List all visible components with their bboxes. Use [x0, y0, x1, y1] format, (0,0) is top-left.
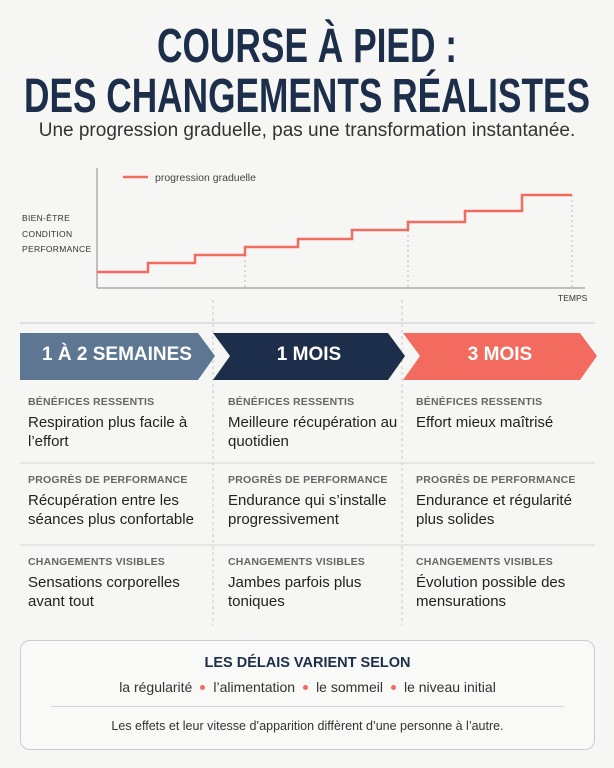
section-text: Évolution possible des mensurations [416, 574, 566, 610]
factor: le sommeil [316, 679, 383, 695]
factor: l’alimentation [213, 679, 296, 695]
column-title: 3 MOIS [467, 344, 533, 365]
section-label: PROGRÈS DE PERFORMANCE [28, 474, 188, 486]
section: BÉNÉFICES RESSENTIS Effort mieux maîtrisé [416, 396, 596, 432]
section-text: Endurance qui s’installe progressivement [228, 492, 387, 528]
guides [244, 195, 573, 288]
x-label: TEMPS [558, 293, 588, 303]
column-title: 1 À 2 SEMAINES [42, 344, 192, 365]
section-text: Jambes parfois plus toniques [228, 574, 362, 610]
y-label: CONDITION [22, 229, 73, 239]
title-line: DES CHANGEMENTS RÉALISTES [24, 69, 590, 123]
section-text: Récupération entre les séances plus conf… [28, 492, 194, 528]
title-line: COURSE À PIED : [157, 19, 457, 73]
section: BÉNÉFICES RESSENTIS Respiration plus faci… [28, 396, 208, 451]
separator-dot [200, 685, 206, 690]
subtitle: Une progression graduelle, pas une trans… [38, 120, 576, 141]
section-label: CHANGEMENTS VISIBLES [228, 556, 366, 568]
footer-box: LES DÉLAIS VARIENT SELON la régularité l’… [20, 640, 595, 750]
section: PROGRÈS DE PERFORMANCE Récupération entre… [28, 474, 208, 529]
footer-divider [51, 706, 564, 707]
section-text: Meilleure récupération au quotidien [228, 414, 398, 450]
factors: la régularité l’alimentation le sommeil le … [21, 679, 594, 695]
section-label: BÉNÉFICES RESSENTIS [228, 396, 355, 408]
column: BÉNÉFICES RESSENTIS Respiration plus faci… [28, 0, 208, 640]
section: CHANGEMENTS VISIBLES Sensations corporell… [28, 556, 208, 611]
column-title: 1 MOIS [276, 344, 342, 365]
footer-title: LES DÉLAIS VARIENT SELON [204, 655, 411, 671]
section-text: Effort mieux maîtrisé [416, 414, 554, 431]
section-text: Sensations corporelles avant tout [28, 574, 180, 610]
y-label: PERFORMANCE [22, 244, 92, 254]
graphic: COURSE À PIED : DES CHANGEMENTS RÉALISTE… [20, 19, 597, 625]
section: BÉNÉFICES RESSENTIS Meilleure récupératio… [228, 396, 408, 451]
section: CHANGEMENTS VISIBLES Jambes parfois plus … [228, 556, 408, 611]
chart: progression graduelle TEMPS [96, 168, 588, 303]
section-label: BÉNÉFICES RESSENTIS [28, 396, 155, 408]
separator-dot [303, 685, 309, 690]
factor: la régularité [119, 679, 193, 695]
footer-note: Les effets et leur vitesse d’apparition … [111, 719, 504, 733]
section: PROGRÈS DE PERFORMANCE Endurance qui s’in… [228, 474, 408, 529]
section: CHANGEMENTS VISIBLES Évolution possible d… [416, 556, 596, 611]
row-dividers [20, 462, 595, 546]
section-text: Respiration plus facile à l’effort [28, 414, 188, 450]
separator-dot [390, 685, 396, 690]
factor: le niveau initial [403, 679, 496, 695]
column: BÉNÉFICES RESSENTIS Meilleure récupératio… [228, 0, 408, 640]
section-label: PROGRÈS DE PERFORMANCE [228, 474, 388, 486]
column: BÉNÉFICES RESSENTIS Effort mieux maîtrisé… [416, 0, 596, 640]
section-label: PROGRÈS DE PERFORMANCE [416, 474, 576, 486]
chevron [403, 333, 597, 380]
section-label: BÉNÉFICES RESSENTIS [416, 396, 543, 408]
section-text: Endurance et régularité plus solides [416, 492, 572, 528]
section: PROGRÈS DE PERFORMANCE Endurance et régul… [416, 474, 596, 529]
legend-label: progression graduelle [155, 172, 256, 184]
section-label: CHANGEMENTS VISIBLES [416, 556, 554, 568]
chevron [213, 333, 405, 380]
chevron [20, 333, 215, 380]
section-label: CHANGEMENTS VISIBLES [28, 556, 166, 568]
progress-line [97, 193, 572, 274]
y-label: BIEN-ÊTRE [22, 213, 71, 223]
